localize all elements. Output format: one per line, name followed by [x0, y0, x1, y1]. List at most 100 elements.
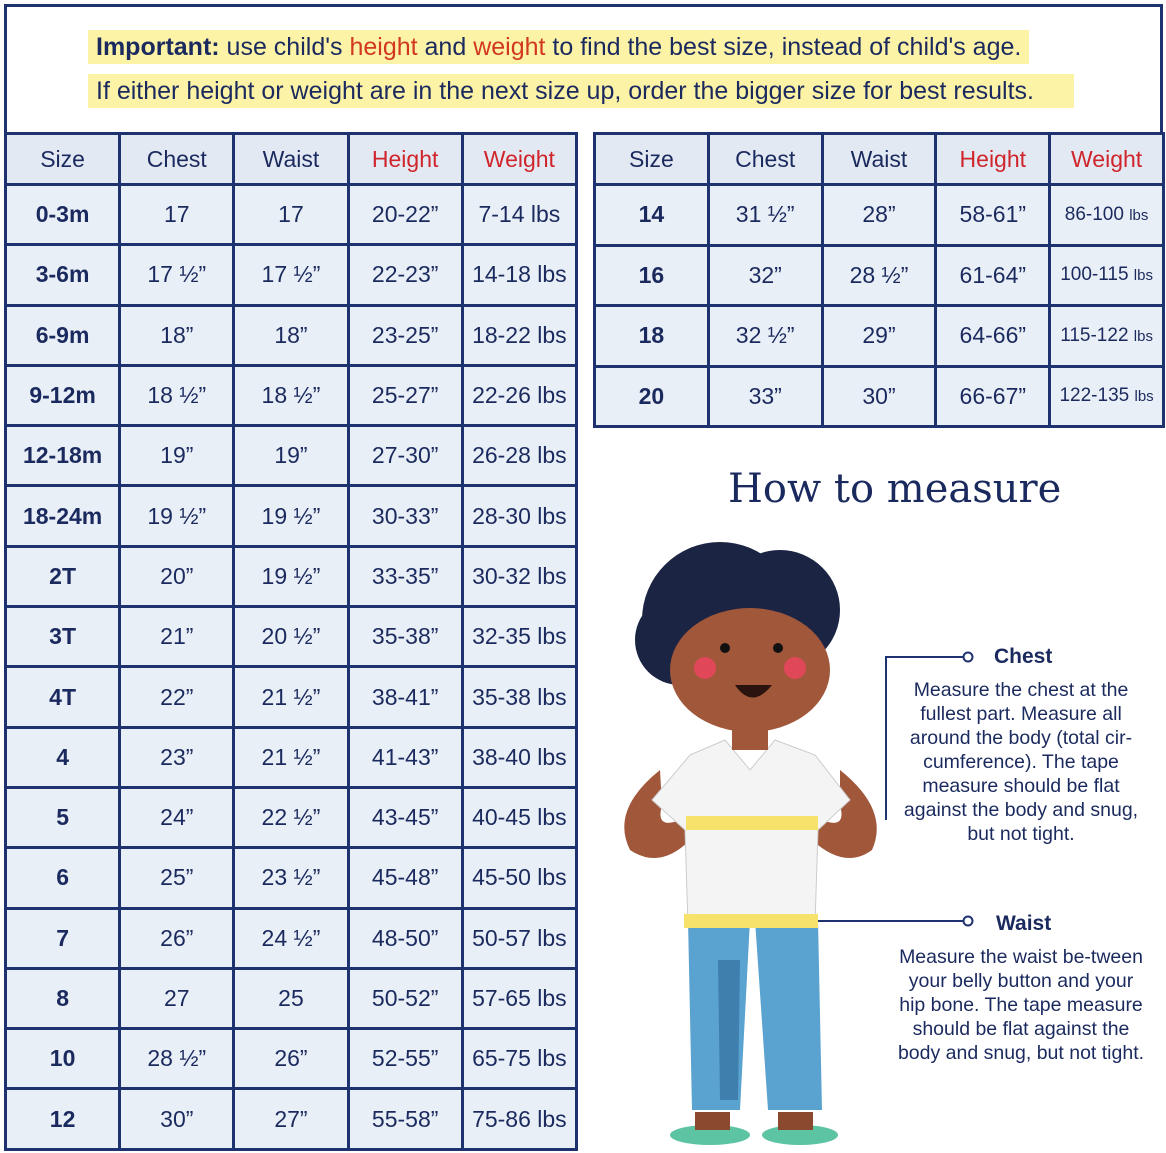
- cell-waist: 17: [232, 182, 350, 247]
- cell-value: 6: [56, 864, 69, 891]
- cell-value: 30”: [160, 1105, 194, 1132]
- cell-waist: 18”: [232, 303, 350, 367]
- cell-value: 7: [56, 924, 69, 951]
- cell-value: 100-115: [1060, 264, 1129, 286]
- cell-value: 38-40 lbs: [472, 743, 567, 770]
- table-row: 8 27 25 50-52” 57-65 lbs: [3, 966, 579, 1031]
- table-row: 20 33” 30” 66-67” 122-135 lbs: [593, 364, 1165, 428]
- cell-weight: 122-135 lbs: [1048, 364, 1165, 428]
- cell-height: 30-33”: [346, 484, 464, 548]
- cell-waist: 21 ½”: [232, 725, 350, 789]
- cell-value: 23-25”: [371, 321, 439, 348]
- cell-size: 12: [3, 1087, 122, 1151]
- cell-waist: 29”: [820, 304, 938, 368]
- cell-value: 22-23”: [371, 261, 439, 288]
- cell-waist: 25: [232, 966, 350, 1031]
- cell-weight: 26-28 lbs: [460, 424, 579, 488]
- cell-waist: 21 ½”: [232, 665, 350, 729]
- cell-value: 22 ½”: [261, 804, 321, 831]
- cell-value: 24 ½”: [261, 924, 321, 951]
- cell-value: 18: [638, 322, 665, 349]
- cell-value: 20”: [160, 562, 194, 589]
- cell-value: 55-58”: [371, 1105, 439, 1132]
- cell-value: 27-30”: [371, 442, 439, 469]
- table-row: 14 31 ½” 28” 58-61” 86-100 lbs: [593, 183, 1165, 247]
- cell-weight: 14-18 lbs: [460, 243, 579, 307]
- cell-value: 22”: [160, 683, 194, 710]
- cell-value: 22-26 lbs: [472, 382, 567, 409]
- column-header-height: Height: [346, 132, 464, 186]
- cell-weight: 22-26 lbs: [460, 363, 579, 428]
- cell-value: 27: [163, 985, 190, 1011]
- column-header-waist: Waist: [820, 132, 938, 186]
- cell-value: 57-65 lbs: [472, 985, 567, 1011]
- important-label: Important:: [96, 33, 220, 61]
- cell-height: 66-67”: [934, 364, 1052, 428]
- cell-value: 26”: [274, 1045, 308, 1072]
- cell-height: 45-48”: [346, 846, 464, 910]
- cell-chest: 19”: [118, 424, 236, 488]
- notice-box: [4, 4, 1163, 133]
- cell-waist: 20 ½”: [232, 605, 350, 669]
- cell-weight: 50-57 lbs: [460, 906, 579, 970]
- cell-height: 48-50”: [346, 906, 464, 970]
- cell-waist: 19 ½”: [232, 544, 350, 609]
- column-header-weight: Weight: [460, 132, 579, 186]
- cell-waist: 17 ½”: [232, 243, 350, 307]
- cell-value: 18”: [160, 321, 194, 348]
- cell-value: 10: [49, 1045, 76, 1072]
- cell-size: 2T: [3, 544, 122, 609]
- cell-weight: 100-115 lbs: [1048, 243, 1165, 307]
- cell-size: 3-6m: [3, 243, 122, 307]
- cell-size: 10: [3, 1027, 122, 1091]
- cell-size: 4: [3, 725, 122, 789]
- cell-value: 19”: [160, 442, 194, 469]
- cell-value: 50-57 lbs: [472, 924, 567, 951]
- cell-size: 9-12m: [3, 363, 122, 428]
- cell-value: 33-35”: [371, 562, 439, 589]
- weight-unit: lbs: [1133, 267, 1153, 285]
- cell-value: 20 ½”: [261, 623, 321, 650]
- cell-waist: 18 ½”: [232, 363, 350, 428]
- text: to find the best size, instead of child'…: [545, 33, 1022, 61]
- cell-value: 18 ½”: [261, 382, 321, 409]
- cell-value: 18-24m: [22, 502, 103, 529]
- table-row: 3-6m 17 ½” 17 ½” 22-23” 14-18 lbs: [3, 243, 579, 307]
- waist-label: Waist: [996, 912, 1052, 935]
- cell-value: 17 ½”: [261, 261, 321, 288]
- cell-waist: 30”: [820, 364, 938, 428]
- cell-value: 21 ½”: [261, 743, 321, 770]
- cell-value: 38-41”: [371, 683, 439, 710]
- cell-value: 12-18m: [22, 442, 103, 469]
- table-row: 7 26” 24 ½” 48-50” 50-57 lbs: [3, 906, 579, 970]
- cell-chest: 27: [118, 966, 236, 1031]
- cell-value: 17 ½”: [147, 261, 207, 288]
- cell-size: 5: [3, 785, 122, 850]
- cell-chest: 25”: [118, 846, 236, 910]
- cell-value: 14-18 lbs: [472, 261, 567, 288]
- cell-height: 52-55”: [346, 1027, 464, 1091]
- cell-height: 35-38”: [346, 605, 464, 669]
- cell-value: 26”: [160, 924, 194, 951]
- table-row: 9-12m 18 ½” 18 ½” 25-27” 22-26 lbs: [3, 363, 579, 428]
- cell-height: 41-43”: [346, 725, 464, 789]
- cell-value: 21 ½”: [261, 683, 321, 710]
- cell-value: 23 ½”: [261, 864, 321, 891]
- cell-weight: 75-86 lbs: [460, 1087, 579, 1151]
- table-row: 3T 21” 20 ½” 35-38” 32-35 lbs: [3, 605, 579, 669]
- cell-value: 28 ½”: [849, 261, 909, 288]
- cell-waist: 26”: [232, 1027, 350, 1091]
- cell-value: 8: [56, 985, 69, 1011]
- cell-waist: 22 ½”: [232, 785, 350, 850]
- cell-chest: 18 ½”: [118, 363, 236, 428]
- table-row: 12 30” 27” 55-58” 75-86 lbs: [3, 1087, 579, 1151]
- cell-height: 64-66”: [934, 304, 1052, 368]
- cell-weight: 86-100 lbs: [1048, 183, 1165, 247]
- cell-value: 19”: [274, 442, 308, 469]
- table-row: 16 32” 28 ½” 61-64” 100-115 lbs: [593, 243, 1165, 307]
- cell-chest: 28 ½”: [118, 1027, 236, 1091]
- cell-size: 20: [593, 364, 710, 428]
- cell-weight: 30-32 lbs: [460, 544, 579, 609]
- waist-tape-icon: [684, 914, 818, 928]
- cell-chest: 33”: [706, 364, 824, 428]
